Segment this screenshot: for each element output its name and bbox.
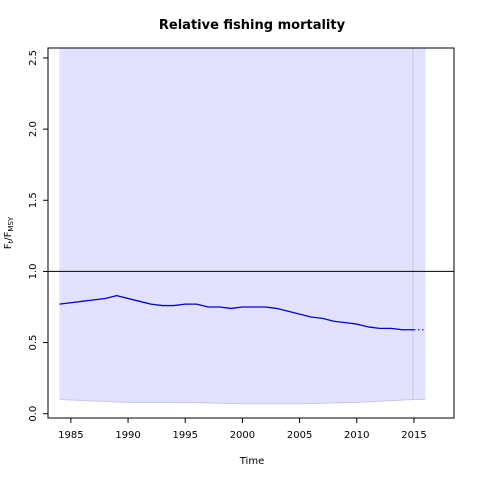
x-tick-label: 1990: [115, 430, 140, 441]
x-tick-label: 2015: [401, 430, 426, 441]
plot-frame: [47, 47, 455, 419]
y-tick-label: 2.0: [28, 121, 39, 137]
y-axis: 0.0 0.5 1.0 1.5 2.0 2.5: [28, 50, 48, 422]
series-line: [59, 294, 414, 331]
y-axis-title-sub-msy: MSY: [7, 216, 15, 231]
chart-title: Relative fishing mortality: [159, 18, 346, 33]
confidence-band-lower-edge: [59, 399, 426, 405]
y-axis-title: Ft/FMSY: [3, 216, 15, 249]
y-tick-label: 1.0: [28, 263, 39, 279]
y-tick-label: 0.5: [28, 335, 39, 351]
x-axis: 1985 1990 1995 2000 2005 2010 2015: [58, 418, 427, 441]
plot-area: [48, 48, 454, 405]
y-axis-title-sub-t: t: [7, 240, 15, 243]
y-tick-label: 0.0: [28, 406, 39, 422]
y-axis-title-main: F: [3, 243, 14, 249]
x-tick-label: 1985: [58, 430, 83, 441]
x-tick-label: 2010: [344, 430, 369, 441]
y-tick-label: 1.5: [28, 192, 39, 208]
confidence-band: [59, 48, 426, 404]
x-tick-label: 1995: [173, 430, 198, 441]
y-axis-title-sep: /F: [3, 231, 14, 240]
x-tick-label: 2000: [230, 430, 255, 441]
x-axis-title: Time: [239, 456, 264, 467]
y-tick-label: 2.5: [28, 50, 39, 66]
x-tick-label: 2005: [287, 430, 312, 441]
